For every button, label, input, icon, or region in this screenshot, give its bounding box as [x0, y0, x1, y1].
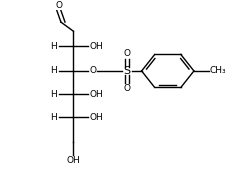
Text: O: O: [55, 1, 62, 10]
Text: H: H: [50, 67, 57, 76]
Text: O: O: [89, 67, 96, 76]
Text: O: O: [123, 49, 130, 58]
Text: O: O: [123, 84, 130, 93]
Text: H: H: [50, 90, 57, 99]
Text: CH₃: CH₃: [210, 67, 226, 76]
Text: OH: OH: [89, 113, 103, 122]
Text: S: S: [123, 66, 131, 76]
Text: OH: OH: [89, 42, 103, 51]
Text: OH: OH: [67, 156, 80, 165]
Text: H: H: [50, 113, 57, 122]
Text: OH: OH: [89, 90, 103, 99]
Text: H: H: [50, 42, 57, 51]
